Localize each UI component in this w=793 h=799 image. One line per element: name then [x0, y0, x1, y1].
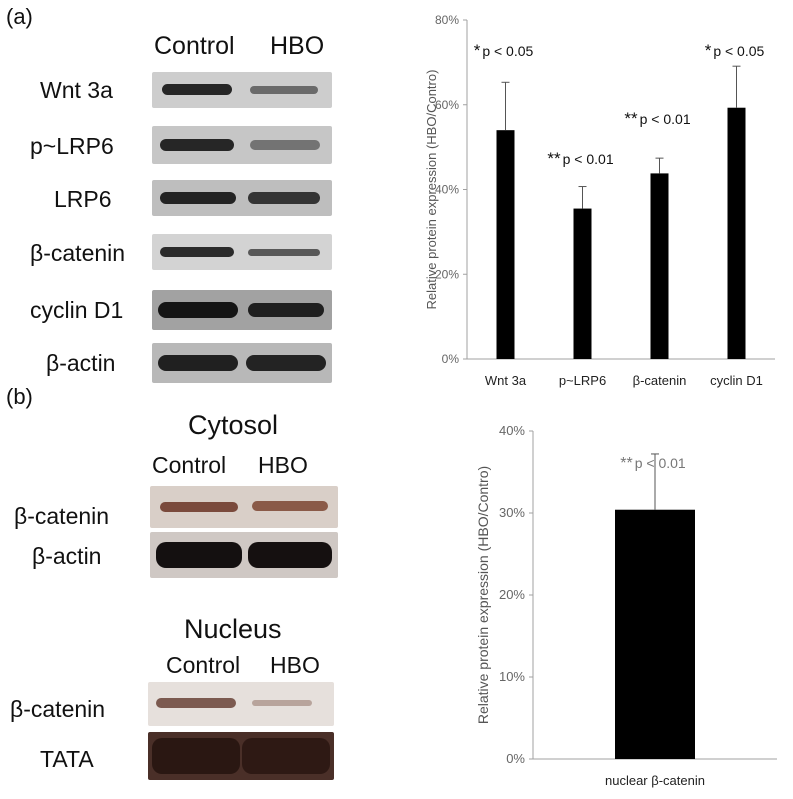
y-tick-label: 20%	[435, 267, 459, 281]
band-control	[156, 542, 242, 568]
y-tick-label: 0%	[442, 352, 460, 366]
p-value: p < 0.01	[640, 111, 691, 127]
cytosol-label-beta-catenin: β-catenin	[14, 503, 110, 529]
y-tick-label: 40%	[435, 183, 459, 197]
x-tick-label: p~LRP6	[559, 373, 606, 388]
significance-stars: **	[547, 149, 561, 168]
bar	[496, 130, 515, 359]
nucleus-strip-tata	[148, 732, 334, 780]
cytosol-header-control: Control	[152, 452, 227, 478]
panel-a-letter: (a)	[6, 4, 33, 29]
y-tick-label: 80%	[435, 13, 459, 27]
p-value: p < 0.01	[563, 151, 614, 167]
blot-strip-lrp6	[152, 180, 332, 216]
band-control	[160, 192, 236, 204]
blot-label-beta-actin: β-actin	[46, 350, 116, 376]
band-hbo	[252, 700, 312, 706]
blot-label-lrp6: LRP6	[54, 186, 112, 212]
blot-label-beta-catenin: β-catenin	[30, 240, 126, 266]
panel-a-header-control: Control	[154, 32, 235, 60]
significance-stars: *	[474, 41, 481, 60]
y-tick-label: 30%	[499, 505, 525, 520]
band-hbo	[252, 501, 328, 511]
chart-a-marks: 0% 20% 40% 60% 80% Relative protein expressio…	[424, 13, 775, 388]
band-hbo	[242, 738, 330, 774]
band-hbo	[250, 86, 318, 94]
blot-strip-wnt3a	[152, 72, 332, 108]
nucleus-strip-beta-catenin	[148, 682, 334, 726]
band-hbo	[248, 249, 320, 256]
blot-strip-beta-catenin	[152, 234, 332, 270]
cytosol-strip-beta-catenin	[150, 486, 338, 528]
y-axis-label: Relative protein expression (HBO/Contro)	[475, 466, 491, 724]
band-control	[152, 738, 240, 774]
significance-stars: **	[624, 109, 638, 128]
cytosol-strip-beta-actin	[150, 532, 338, 578]
cytosol-header-hbo: HBO	[258, 452, 308, 478]
bar	[650, 173, 669, 359]
blot-strip-beta-actin	[152, 343, 332, 383]
y-tick-label: 10%	[499, 669, 525, 684]
blot-label-cyclin-d1: cyclin D1	[30, 297, 124, 323]
significance-label: ** p < 0.01	[547, 149, 613, 168]
blot-strip-p-lrp6	[152, 126, 332, 164]
nucleus-label-beta-catenin: β-catenin	[10, 696, 106, 722]
nucleus-header-hbo: HBO	[270, 652, 320, 678]
significance-stars: **	[620, 455, 632, 472]
blot-label-p-lrp6: p~LRP6	[30, 133, 114, 159]
cytosol-title: Cytosol	[188, 410, 279, 440]
cytosol-label-beta-actin: β-actin	[32, 543, 102, 569]
blot-strip-cyclin-d1	[152, 290, 332, 330]
band-control	[160, 247, 234, 257]
significance-label: * p < 0.05	[474, 41, 534, 60]
y-axis-label: Relative protein expression (HBO/Contro)	[424, 70, 439, 310]
x-tick-label: β-catenin	[633, 373, 687, 388]
nucleus-label-tata: TATA	[40, 746, 94, 772]
p-value: p < 0.01	[635, 455, 686, 471]
bar	[727, 107, 746, 359]
chart-b-marks: 0% 10% 20% 30% 40% Relative protein expressio…	[475, 423, 777, 788]
bar	[615, 509, 695, 759]
x-tick-label: cyclin D1	[710, 373, 763, 388]
significance-label: ** p < 0.01	[620, 455, 686, 472]
blot-label-wnt3a: Wnt 3a	[40, 77, 113, 103]
y-tick-label: 0%	[506, 751, 525, 766]
band-control	[162, 84, 232, 95]
band-control	[158, 302, 238, 318]
band-control	[156, 698, 236, 708]
nucleus-title: Nucleus	[184, 614, 282, 644]
band-hbo	[250, 140, 320, 150]
band-control	[160, 139, 234, 151]
p-value: p < 0.05	[713, 43, 764, 59]
significance-label: * p < 0.05	[705, 41, 765, 60]
band-control	[158, 355, 238, 371]
y-tick-label: 60%	[435, 98, 459, 112]
band-hbo	[248, 303, 324, 317]
bar	[573, 208, 592, 359]
panel-b-letter: (b)	[6, 384, 33, 409]
nucleus-header-control: Control	[166, 652, 241, 678]
y-tick-label: 20%	[499, 587, 525, 602]
significance-stars: *	[705, 41, 712, 60]
x-tick-label: nuclear β-catenin	[605, 773, 705, 788]
p-value: p < 0.05	[482, 43, 533, 59]
significance-label: ** p < 0.01	[624, 109, 690, 128]
band-hbo	[248, 192, 320, 204]
panel-a-header-hbo: HBO	[270, 32, 325, 60]
band-control	[160, 502, 238, 512]
band-hbo	[248, 542, 332, 568]
band-hbo	[246, 355, 326, 371]
x-tick-label: Wnt 3a	[485, 373, 527, 388]
y-tick-label: 40%	[499, 423, 525, 438]
